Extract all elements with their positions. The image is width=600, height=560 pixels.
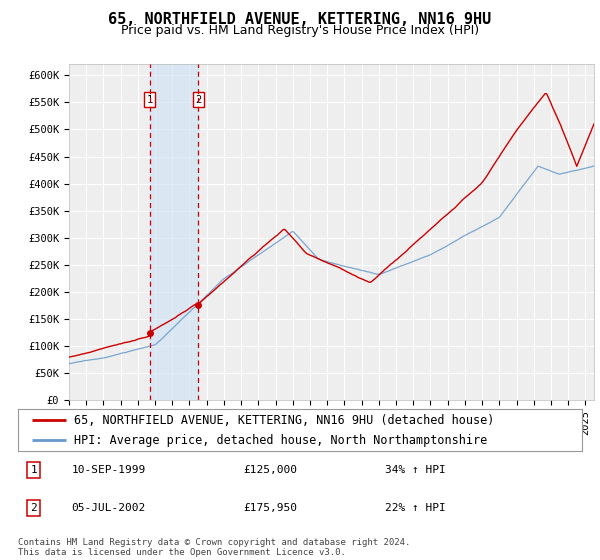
Text: HPI: Average price, detached house, North Northamptonshire: HPI: Average price, detached house, Nort…	[74, 434, 488, 447]
Text: 22% ↑ HPI: 22% ↑ HPI	[385, 503, 445, 513]
Bar	[150, 64, 198, 400]
Text: 05-JUL-2002: 05-JUL-2002	[71, 503, 146, 513]
Text: 2: 2	[31, 503, 37, 513]
Text: 1: 1	[146, 95, 153, 105]
Text: 1: 1	[31, 465, 37, 475]
Text: 2: 2	[195, 95, 202, 105]
Text: £125,000: £125,000	[244, 465, 298, 475]
Text: 10-SEP-1999: 10-SEP-1999	[71, 465, 146, 475]
Text: 34% ↑ HPI: 34% ↑ HPI	[385, 465, 445, 475]
Text: 65, NORTHFIELD AVENUE, KETTERING, NN16 9HU (detached house): 65, NORTHFIELD AVENUE, KETTERING, NN16 9…	[74, 414, 495, 427]
Text: Price paid vs. HM Land Registry's House Price Index (HPI): Price paid vs. HM Land Registry's House …	[121, 24, 479, 36]
Text: Contains HM Land Registry data © Crown copyright and database right 2024.
This d: Contains HM Land Registry data © Crown c…	[18, 538, 410, 557]
Text: 65, NORTHFIELD AVENUE, KETTERING, NN16 9HU: 65, NORTHFIELD AVENUE, KETTERING, NN16 9…	[109, 12, 491, 27]
Text: £175,950: £175,950	[244, 503, 298, 513]
